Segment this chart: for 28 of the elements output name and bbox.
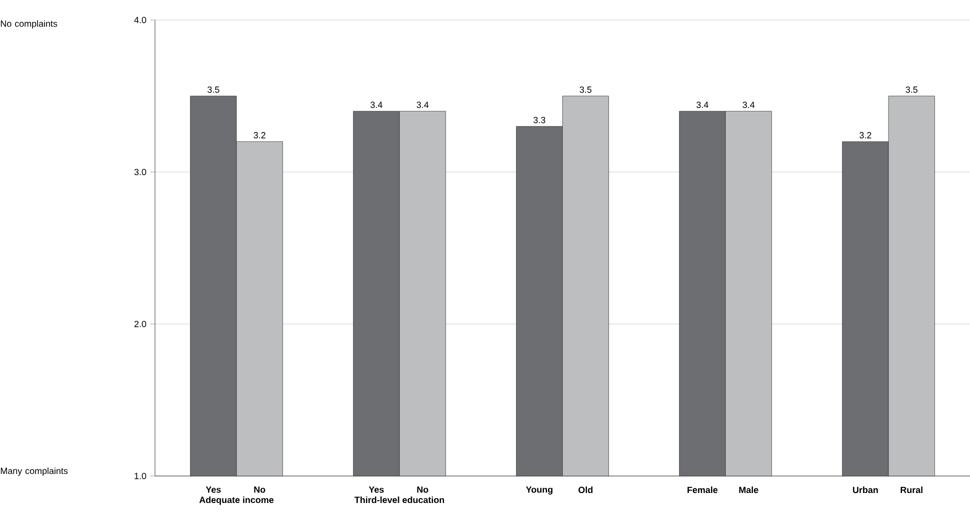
- text: Third-level education: [354, 496, 444, 504]
- x-tick-label: Yes: [206, 486, 221, 493]
- y-tick-label: 2.0: [134, 320, 146, 328]
- x-tick-label: Male: [739, 486, 758, 494]
- text: Many complaints: [0, 467, 68, 476]
- data-label: 3.2: [254, 132, 266, 138]
- x-tick-label: Rural: [900, 486, 922, 494]
- data-label: 3.4: [696, 102, 708, 108]
- data-label: 3.5: [580, 86, 592, 93]
- x-tick-label: Female: [688, 486, 718, 494]
- y-tick-label: 4.0: [134, 16, 146, 24]
- text: Adequate income: [199, 496, 274, 505]
- data-label: 3.4: [416, 102, 429, 108]
- y-tick-label: 1.0: [134, 472, 146, 480]
- data-label: 3.2: [860, 132, 872, 138]
- x-tick-label: Yes: [368, 486, 384, 493]
- text: No complaints: [0, 20, 58, 29]
- x-tick-label: Urban: [852, 486, 878, 494]
- y-tick-label: 3.0: [134, 168, 146, 176]
- x-tick-label: No: [254, 486, 266, 493]
- x-tick-label: Old: [578, 486, 592, 494]
- data-label: 3.5: [208, 86, 220, 93]
- x-tick-label: No: [417, 486, 428, 493]
- data-label: 3.5: [906, 86, 918, 93]
- data-label: 3.4: [742, 102, 755, 108]
- data-label: 3.4: [370, 102, 382, 108]
- x-tick-label: Young: [526, 486, 552, 495]
- data-label: 3.3: [534, 116, 546, 124]
